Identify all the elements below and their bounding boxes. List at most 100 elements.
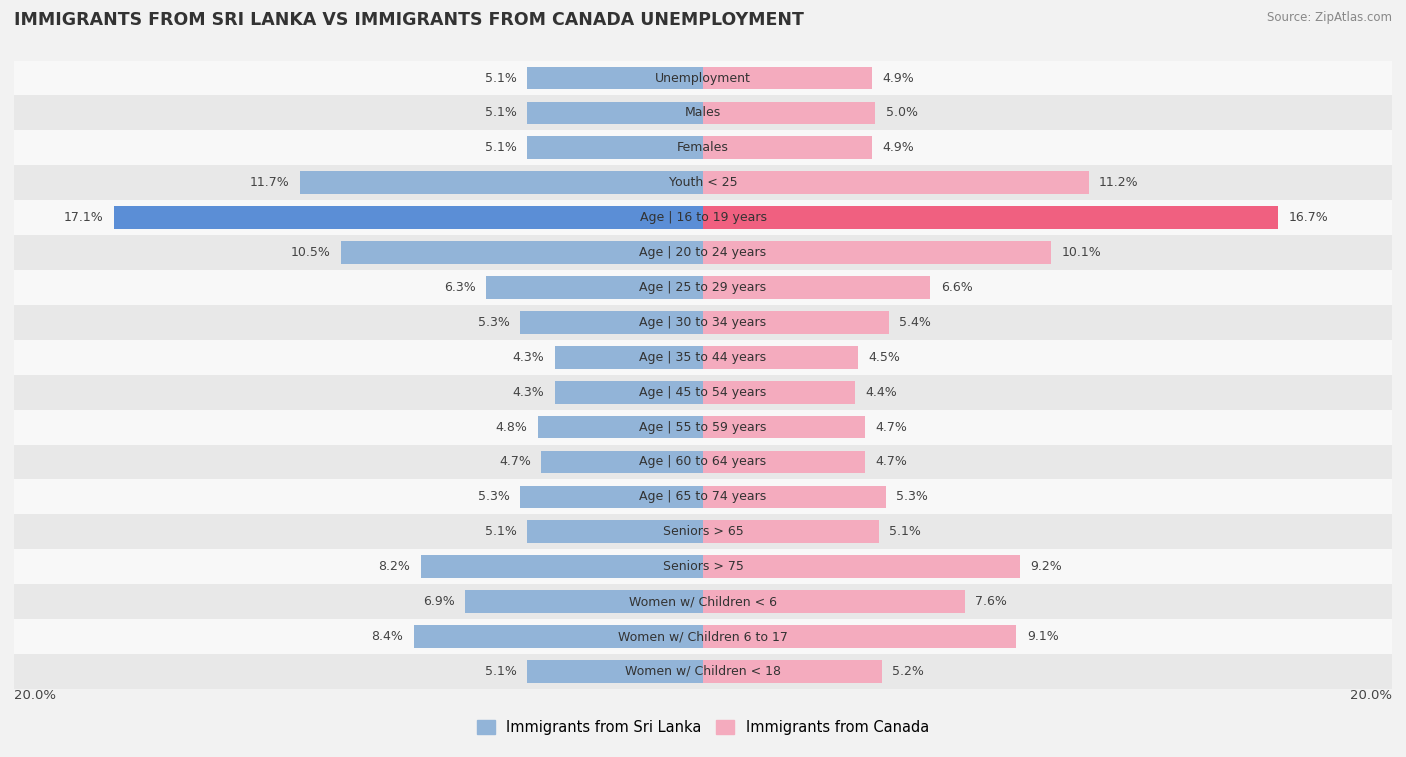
Text: 5.1%: 5.1%: [889, 525, 921, 538]
Text: 8.4%: 8.4%: [371, 630, 404, 643]
Text: Women w/ Children < 18: Women w/ Children < 18: [626, 665, 780, 678]
Bar: [703, 590, 965, 613]
Bar: [14, 305, 1392, 340]
Bar: [541, 450, 703, 473]
Text: 5.1%: 5.1%: [485, 142, 517, 154]
Bar: [703, 171, 1088, 194]
Bar: [14, 410, 1392, 444]
Bar: [114, 207, 703, 229]
Text: 20.0%: 20.0%: [14, 689, 56, 702]
Text: 5.1%: 5.1%: [485, 525, 517, 538]
Bar: [486, 276, 703, 299]
Bar: [703, 207, 1278, 229]
Bar: [527, 67, 703, 89]
Bar: [14, 95, 1392, 130]
Bar: [14, 340, 1392, 375]
Bar: [703, 450, 865, 473]
Bar: [527, 660, 703, 683]
Text: 4.4%: 4.4%: [865, 385, 897, 399]
Bar: [527, 136, 703, 159]
Text: 5.3%: 5.3%: [478, 316, 510, 329]
Text: 11.2%: 11.2%: [1099, 176, 1139, 189]
Bar: [14, 619, 1392, 654]
Text: 4.5%: 4.5%: [869, 350, 900, 364]
Text: 4.7%: 4.7%: [875, 456, 907, 469]
Bar: [14, 200, 1392, 235]
Text: 5.1%: 5.1%: [485, 665, 517, 678]
Bar: [703, 101, 875, 124]
Text: 4.3%: 4.3%: [513, 385, 544, 399]
Bar: [555, 381, 703, 403]
Text: 5.0%: 5.0%: [886, 107, 918, 120]
Text: 5.1%: 5.1%: [485, 107, 517, 120]
Text: Women w/ Children < 6: Women w/ Children < 6: [628, 595, 778, 608]
Bar: [527, 101, 703, 124]
Text: Age | 60 to 64 years: Age | 60 to 64 years: [640, 456, 766, 469]
Bar: [703, 416, 865, 438]
Bar: [465, 590, 703, 613]
Bar: [520, 485, 703, 508]
Text: Unemployment: Unemployment: [655, 71, 751, 85]
Legend: Immigrants from Sri Lanka, Immigrants from Canada: Immigrants from Sri Lanka, Immigrants fr…: [477, 720, 929, 735]
Text: 11.7%: 11.7%: [250, 176, 290, 189]
Text: Source: ZipAtlas.com: Source: ZipAtlas.com: [1267, 11, 1392, 24]
Bar: [703, 381, 855, 403]
Bar: [703, 625, 1017, 648]
Text: Seniors > 75: Seniors > 75: [662, 560, 744, 573]
Text: Age | 45 to 54 years: Age | 45 to 54 years: [640, 385, 766, 399]
Bar: [14, 654, 1392, 689]
Text: 6.6%: 6.6%: [941, 281, 973, 294]
Bar: [527, 521, 703, 543]
Text: 4.8%: 4.8%: [495, 421, 527, 434]
Bar: [703, 556, 1019, 578]
Text: Age | 25 to 29 years: Age | 25 to 29 years: [640, 281, 766, 294]
Bar: [703, 485, 886, 508]
Bar: [703, 521, 879, 543]
Bar: [14, 61, 1392, 95]
Text: 5.2%: 5.2%: [893, 665, 924, 678]
Bar: [555, 346, 703, 369]
Text: 10.5%: 10.5%: [291, 246, 330, 259]
Text: 4.9%: 4.9%: [882, 71, 914, 85]
Text: Women w/ Children 6 to 17: Women w/ Children 6 to 17: [619, 630, 787, 643]
Text: 20.0%: 20.0%: [1350, 689, 1392, 702]
Text: Age | 65 to 74 years: Age | 65 to 74 years: [640, 491, 766, 503]
Bar: [703, 346, 858, 369]
Text: 9.2%: 9.2%: [1031, 560, 1062, 573]
Text: 4.7%: 4.7%: [499, 456, 531, 469]
Text: 16.7%: 16.7%: [1289, 211, 1329, 224]
Text: 4.9%: 4.9%: [882, 142, 914, 154]
Text: 8.2%: 8.2%: [378, 560, 411, 573]
Text: 4.3%: 4.3%: [513, 350, 544, 364]
Text: Age | 16 to 19 years: Age | 16 to 19 years: [640, 211, 766, 224]
Bar: [703, 660, 882, 683]
Text: 9.1%: 9.1%: [1026, 630, 1059, 643]
Bar: [14, 130, 1392, 165]
Text: 5.4%: 5.4%: [900, 316, 931, 329]
Text: 7.6%: 7.6%: [976, 595, 1007, 608]
Text: Seniors > 65: Seniors > 65: [662, 525, 744, 538]
Text: Age | 30 to 34 years: Age | 30 to 34 years: [640, 316, 766, 329]
Text: Age | 55 to 59 years: Age | 55 to 59 years: [640, 421, 766, 434]
Text: 17.1%: 17.1%: [63, 211, 104, 224]
Text: Females: Females: [678, 142, 728, 154]
Bar: [703, 67, 872, 89]
Bar: [703, 311, 889, 334]
Bar: [14, 235, 1392, 270]
Bar: [14, 375, 1392, 410]
Bar: [413, 625, 703, 648]
Text: 6.9%: 6.9%: [423, 595, 456, 608]
Bar: [14, 514, 1392, 550]
Text: 6.3%: 6.3%: [444, 281, 475, 294]
Bar: [520, 311, 703, 334]
Bar: [14, 270, 1392, 305]
Text: IMMIGRANTS FROM SRI LANKA VS IMMIGRANTS FROM CANADA UNEMPLOYMENT: IMMIGRANTS FROM SRI LANKA VS IMMIGRANTS …: [14, 11, 804, 30]
Bar: [14, 165, 1392, 200]
Text: 4.7%: 4.7%: [875, 421, 907, 434]
Bar: [703, 241, 1050, 264]
Text: 10.1%: 10.1%: [1062, 246, 1101, 259]
Bar: [537, 416, 703, 438]
Bar: [14, 550, 1392, 584]
Bar: [14, 584, 1392, 619]
Bar: [14, 479, 1392, 514]
